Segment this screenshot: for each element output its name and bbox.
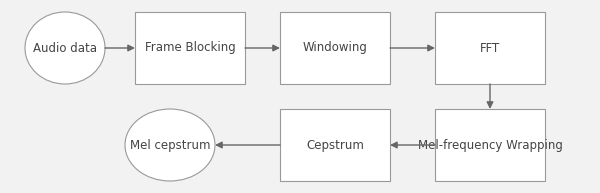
Ellipse shape [125, 109, 215, 181]
Bar [280, 12, 390, 84]
Ellipse shape [25, 12, 105, 84]
Text: Mel-frequency Wrapping: Mel-frequency Wrapping [418, 139, 562, 152]
Text: Audio data: Audio data [33, 41, 97, 54]
Bar [435, 109, 545, 181]
Bar [135, 12, 245, 84]
Text: Frame Blocking: Frame Blocking [145, 41, 235, 54]
Text: Windowing: Windowing [302, 41, 367, 54]
Text: FFT: FFT [480, 41, 500, 54]
Bar [435, 12, 545, 84]
Text: Mel cepstrum: Mel cepstrum [130, 139, 210, 152]
Bar [280, 109, 390, 181]
Text: Cepstrum: Cepstrum [306, 139, 364, 152]
